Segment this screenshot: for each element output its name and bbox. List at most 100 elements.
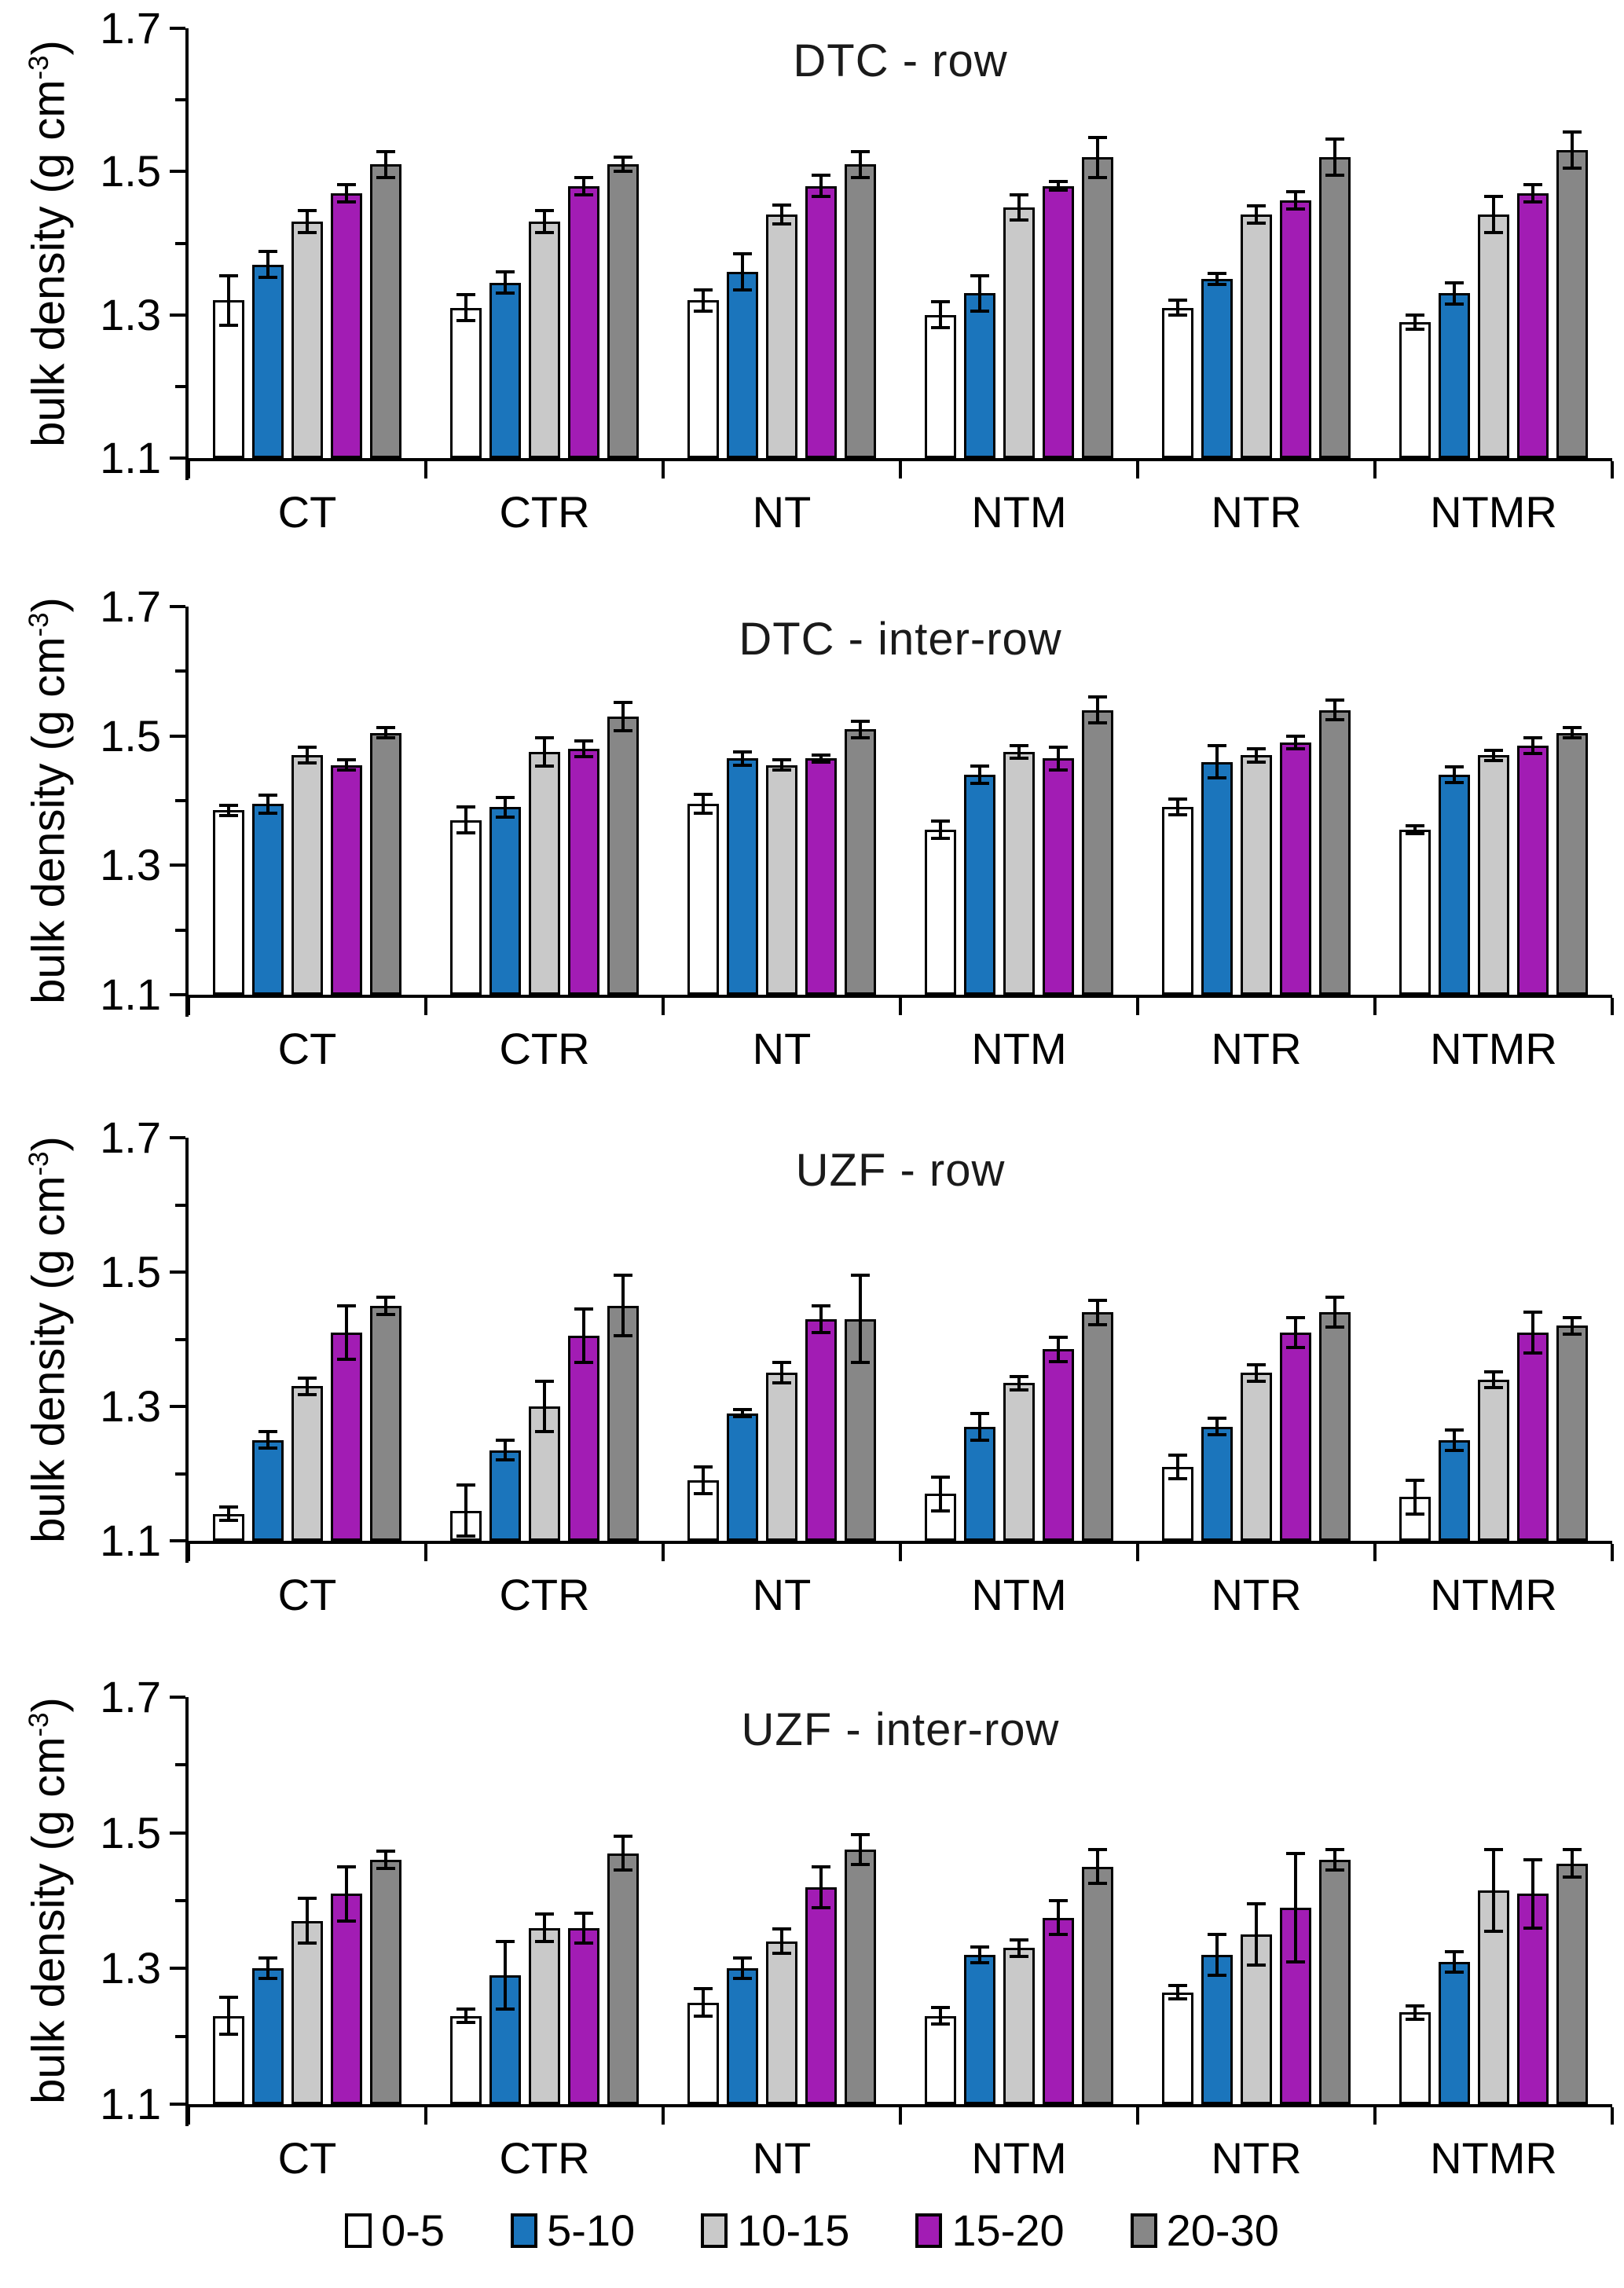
error-bar-cap-top: [1406, 313, 1424, 317]
error-bar-cap-bottom: [1286, 1345, 1305, 1349]
bar-ctr-15-20: [568, 749, 599, 995]
error-bar-cap-bottom: [1010, 757, 1028, 761]
x-category-label-ctr: CTR: [499, 1570, 590, 1619]
error-bar-cap-top: [1088, 1848, 1107, 1852]
error-bar-line: [384, 151, 387, 178]
error-bar-cap-top: [535, 1379, 554, 1383]
error-bar-cap-bottom: [1010, 1388, 1028, 1392]
error-bar-cap-top: [1286, 189, 1305, 193]
x-category-label-nt: NT: [752, 487, 812, 537]
error-bar-line: [978, 1413, 981, 1440]
error-bar-cap-bottom: [258, 276, 277, 280]
error-bar-cap-bottom: [376, 736, 395, 740]
error-bar-cap-bottom: [1484, 1386, 1503, 1390]
y-axis-tick-label: 1.7: [100, 1113, 161, 1162]
x-category-label-nt: NT: [752, 1024, 812, 1073]
y-axis-title: bulk density (g cm-3): [23, 1136, 75, 1543]
error-bar-cap-top: [1049, 180, 1068, 184]
bar-ct-15-20: [331, 1894, 362, 2104]
error-bar-line: [978, 1946, 981, 1964]
bar-ctr-0-5: [450, 307, 482, 458]
y-axis-tick-label: 1.7: [100, 581, 161, 631]
error-bar-cap-bottom: [970, 1438, 989, 1442]
error-bar-line: [780, 1929, 783, 1954]
error-bar-cap-bottom: [614, 1334, 632, 1338]
error-bar-cap-bottom: [1563, 1875, 1582, 1879]
bar-ntm-20-30: [1082, 710, 1113, 995]
x-axis-tick: [1611, 461, 1614, 478]
legend-label: 0-5: [381, 2206, 445, 2255]
error-bar-cap-top: [1563, 1316, 1582, 1320]
x-category-label-ctr: CTR: [499, 1024, 590, 1073]
error-bar-line: [819, 1866, 823, 1908]
error-bar-cap-bottom: [1484, 758, 1503, 762]
error-bar-cap-top: [931, 2006, 950, 2010]
error-bar-cap-bottom: [772, 768, 791, 772]
error-bar-line: [306, 1898, 309, 1944]
error-bar-cap-top: [614, 700, 632, 704]
error-bar-cap-bottom: [812, 1905, 830, 1909]
error-bar-cap-bottom: [574, 1941, 593, 1945]
x-category-label-ntmr: NTMR: [1430, 487, 1557, 537]
error-bar-line: [939, 821, 942, 838]
bar-ntmr-5-10: [1439, 775, 1470, 995]
x-axis-line: [185, 2104, 1612, 2107]
bar-ntm-5-10: [964, 1955, 995, 2104]
error-bar-line: [227, 805, 230, 816]
error-bar-cap-top: [496, 795, 515, 799]
error-bar-cap-top: [1484, 748, 1503, 752]
error-bar-cap-top: [1010, 1938, 1028, 1942]
error-bar-line: [859, 1275, 862, 1363]
error-bar-cap-top: [376, 1295, 395, 1299]
error-bar-line: [464, 295, 467, 321]
error-bar-line: [621, 157, 625, 172]
y-axis-tick-label: 1.3: [100, 1381, 161, 1431]
error-bar-cap-bottom: [456, 831, 475, 835]
bar-ntr-0-5: [1162, 307, 1193, 458]
legend-item-20-30: 20-30: [1130, 2205, 1279, 2256]
error-bar-line: [780, 205, 783, 224]
error-bar-cap-top: [1208, 744, 1226, 748]
error-bar-cap-top: [496, 1438, 515, 1442]
error-bar-line: [1413, 1480, 1417, 1514]
bar-ntm-10-15: [1003, 1948, 1035, 2104]
error-bar-line: [582, 177, 585, 195]
error-bar-line: [939, 2008, 942, 2025]
chart-title: UZF - row: [795, 1145, 1006, 1196]
legend-swatch-10-15: [701, 2213, 728, 2248]
error-bar-line: [741, 752, 744, 765]
x-category-label-ntr: NTR: [1211, 487, 1302, 537]
error-bar-cap-bottom: [496, 1458, 515, 1462]
y-axis-tick-label: 1.3: [100, 840, 161, 890]
error-bar-cap-top: [1208, 1933, 1226, 1937]
error-bar-line: [306, 1378, 309, 1395]
x-axis-tick: [424, 1544, 427, 1561]
error-bar-cap-top: [1325, 1296, 1344, 1300]
error-bar-cap-bottom: [298, 230, 317, 234]
y-axis-line: [185, 1138, 189, 1563]
bar-ntmr-15-20: [1517, 192, 1549, 458]
bar-ntmr-5-10: [1439, 1961, 1470, 2104]
x-category-label-ct: CT: [277, 1024, 337, 1073]
error-bar-cap-top: [219, 1996, 238, 2000]
y-axis-major-tick: [170, 605, 185, 608]
y-axis-minor-tick: [175, 241, 185, 245]
error-bar-cap-top: [1325, 1848, 1344, 1852]
error-bar-line: [1215, 1934, 1219, 1975]
bar-ct-0-5: [213, 810, 244, 995]
legend-swatch-0-5: [345, 2213, 372, 2248]
bar-ct-20-30: [370, 1305, 401, 1541]
y-axis-tick-label: 1.5: [100, 1247, 161, 1296]
error-bar-line: [345, 1305, 348, 1360]
bar-nt-5-10: [727, 1413, 758, 1541]
error-bar-cap-top: [1325, 138, 1344, 141]
error-bar-cap-top: [772, 1927, 791, 1931]
error-bar-cap-top: [1563, 725, 1582, 729]
bar-nt-10-15: [766, 1941, 797, 2104]
error-bar-cap-top: [574, 175, 593, 179]
error-bar-cap-bottom: [258, 811, 277, 815]
error-bar-cap-top: [1523, 182, 1542, 186]
x-axis-tick: [1373, 998, 1377, 1015]
error-bar-line: [1096, 137, 1099, 178]
error-bar-cap-top: [535, 1912, 554, 1916]
